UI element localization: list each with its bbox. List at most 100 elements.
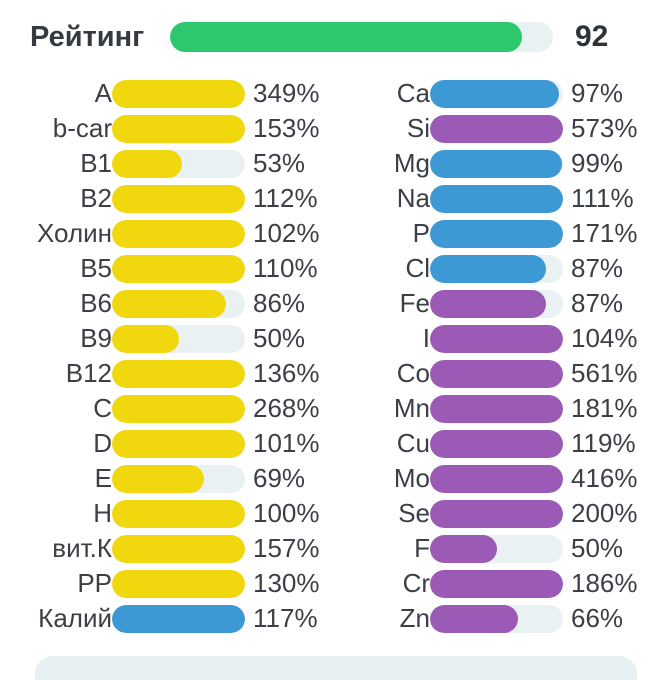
nutrient-value: 136% <box>253 358 320 388</box>
nutrient-label: D <box>93 428 112 458</box>
nutrient-label: Co <box>396 358 430 388</box>
nutrient-label: Zn <box>399 603 430 633</box>
nutrient-value: 104% <box>571 323 638 353</box>
nutrient-label: C <box>93 393 112 423</box>
nutrient-value: 153% <box>253 113 320 143</box>
rating-score: 92 <box>575 20 609 53</box>
nutrient-bar-track <box>112 114 245 143</box>
nutrient-value: 69% <box>253 463 306 493</box>
nutrient-bar-fill <box>430 149 562 178</box>
nutrient-bar-track <box>112 79 245 108</box>
nutrient-bar-track <box>112 569 245 598</box>
nutrient-bar-track <box>112 394 245 423</box>
nutrient-label: Si <box>406 113 430 143</box>
nutrient-bar-fill <box>112 219 245 248</box>
nutrient-bar-track <box>112 289 245 318</box>
nutrient-row: B12 136% <box>0 356 344 391</box>
nutrient-row: Fe 87% <box>344 286 672 321</box>
nutrient-value: 101% <box>253 428 320 458</box>
nutrient-label: Fe <box>399 288 430 318</box>
nutrient-label: Mo <box>393 463 430 493</box>
nutrient-bar-track <box>430 499 563 528</box>
nutrient-row: Se 200% <box>344 496 672 531</box>
nutrient-bar-track <box>430 79 563 108</box>
nutrient-bar-fill <box>112 534 245 563</box>
nutrient-bar-track <box>112 149 245 178</box>
nutrient-value: 200% <box>571 498 638 528</box>
nutrient-bar-fill <box>430 569 563 598</box>
nutrient-value: 111% <box>571 183 634 213</box>
nutrient-bar-track <box>112 464 245 493</box>
nutrient-value: 181% <box>571 393 638 423</box>
nutrient-row: вит.К 157% <box>0 531 344 566</box>
rating-bar-track <box>170 22 553 52</box>
nutrient-bar-track <box>430 569 563 598</box>
nutrient-bar-track <box>430 219 563 248</box>
nutrient-bar-track <box>112 324 245 353</box>
nutrient-row: P 171% <box>344 216 672 251</box>
nutrient-bar-fill <box>430 79 559 108</box>
nutrient-label: B5 <box>80 253 112 283</box>
nutrient-label: Mg <box>393 148 430 178</box>
nutrient-value: 66% <box>571 603 624 633</box>
nutrient-bar-fill <box>112 149 183 178</box>
nutrient-row: B1 53% <box>0 146 344 181</box>
nutrient-bar-track <box>112 184 245 213</box>
nutrient-row: D 101% <box>0 426 344 461</box>
nutrient-value: 561% <box>571 358 638 388</box>
nutrient-row: Cu 119% <box>344 426 672 461</box>
nutrient-label: Se <box>398 498 430 528</box>
nutrient-label: вит.К <box>52 533 112 563</box>
nutrient-row: C 268% <box>0 391 344 426</box>
nutrient-label: b-car <box>52 113 112 143</box>
rating-header: Рейтинг 92 <box>0 0 672 54</box>
nutrient-label: B9 <box>80 323 112 353</box>
nutrient-bar-fill <box>112 464 204 493</box>
nutrient-value: 117% <box>253 603 318 633</box>
rating-title: Рейтинг <box>30 20 145 53</box>
nutrient-value: 99% <box>571 148 624 178</box>
nutrient-bar-fill <box>430 289 546 318</box>
nutrient-row: I 104% <box>344 321 672 356</box>
nutrient-bar-fill <box>430 429 563 458</box>
nutrient-value: 53% <box>253 148 306 178</box>
nutrient-bar-track <box>430 604 563 633</box>
nutrient-bar-track <box>112 604 245 633</box>
nutrient-row: Si 573% <box>344 111 672 146</box>
nutrient-label: H <box>93 498 112 528</box>
nutrient-bar-track <box>112 499 245 528</box>
nutrient-row: B5 110% <box>0 251 344 286</box>
nutrient-value: 97% <box>571 78 624 108</box>
nutrient-bar-track <box>430 429 563 458</box>
nutrient-bar-fill <box>430 464 563 493</box>
nutrient-bar-fill <box>430 359 563 388</box>
nutrient-value: 110% <box>253 253 318 283</box>
nutrient-bar-track <box>430 289 563 318</box>
nutrient-value: 268% <box>253 393 320 423</box>
nutrient-value: 119% <box>571 428 636 458</box>
nutrient-bar-fill <box>112 184 245 213</box>
nutrient-value: 573% <box>571 113 638 143</box>
nutrient-bar-track <box>112 429 245 458</box>
nutrient-label: F <box>414 533 430 563</box>
nutrient-bar-track <box>112 534 245 563</box>
nutrient-value: 186% <box>571 568 638 598</box>
nutrient-row: Zn 66% <box>344 601 672 636</box>
nutrient-bar-track <box>430 324 563 353</box>
nutrient-label: Mn <box>393 393 430 423</box>
nutrient-row: B9 50% <box>0 321 344 356</box>
nutrient-bar-fill <box>112 324 179 353</box>
nutrient-label: Холин <box>37 218 112 248</box>
nutrient-row: Co 561% <box>344 356 672 391</box>
nutrient-value: 100% <box>253 498 320 528</box>
nutrient-label: B6 <box>80 288 112 318</box>
nutrient-bar-track <box>112 219 245 248</box>
nutrient-bar-fill <box>430 219 563 248</box>
nutrient-value: 349% <box>253 78 320 108</box>
nutrient-row: A 349% <box>0 76 344 111</box>
nutrient-label: E <box>94 463 112 493</box>
nutrient-label: Cu <box>396 428 430 458</box>
nutrient-row: Mn 181% <box>344 391 672 426</box>
nutrient-label: B12 <box>65 358 112 388</box>
